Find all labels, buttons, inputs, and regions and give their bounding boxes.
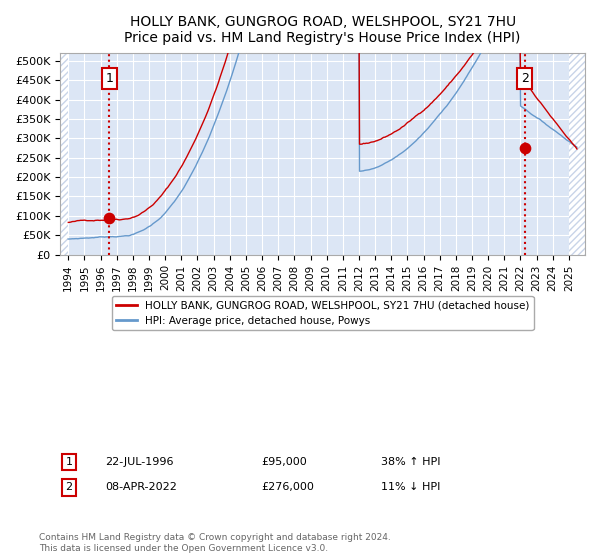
Text: £276,000: £276,000 [261,482,314,492]
Text: 1: 1 [106,72,113,85]
Text: 2: 2 [65,482,73,492]
Text: 38% ↑ HPI: 38% ↑ HPI [381,457,440,467]
Legend: HOLLY BANK, GUNGROG ROAD, WELSHPOOL, SY21 7HU (detached house), HPI: Average pri: HOLLY BANK, GUNGROG ROAD, WELSHPOOL, SY2… [112,296,533,330]
Point [104,213,114,222]
Text: 2: 2 [521,72,529,85]
Title: HOLLY BANK, GUNGROG ROAD, WELSHPOOL, SY21 7HU
Price paid vs. HM Land Registry's : HOLLY BANK, GUNGROG ROAD, WELSHPOOL, SY2… [124,15,521,45]
Point [520,143,530,152]
Text: 1: 1 [65,457,73,467]
Bar [569,53,585,255]
Text: £95,000: £95,000 [261,457,307,467]
Text: 22-JUL-1996: 22-JUL-1996 [105,457,173,467]
Bar [60,53,68,255]
Text: Contains HM Land Registry data © Crown copyright and database right 2024.
This d: Contains HM Land Registry data © Crown c… [39,533,391,553]
Text: 08-APR-2022: 08-APR-2022 [105,482,177,492]
Text: 11% ↓ HPI: 11% ↓ HPI [381,482,440,492]
